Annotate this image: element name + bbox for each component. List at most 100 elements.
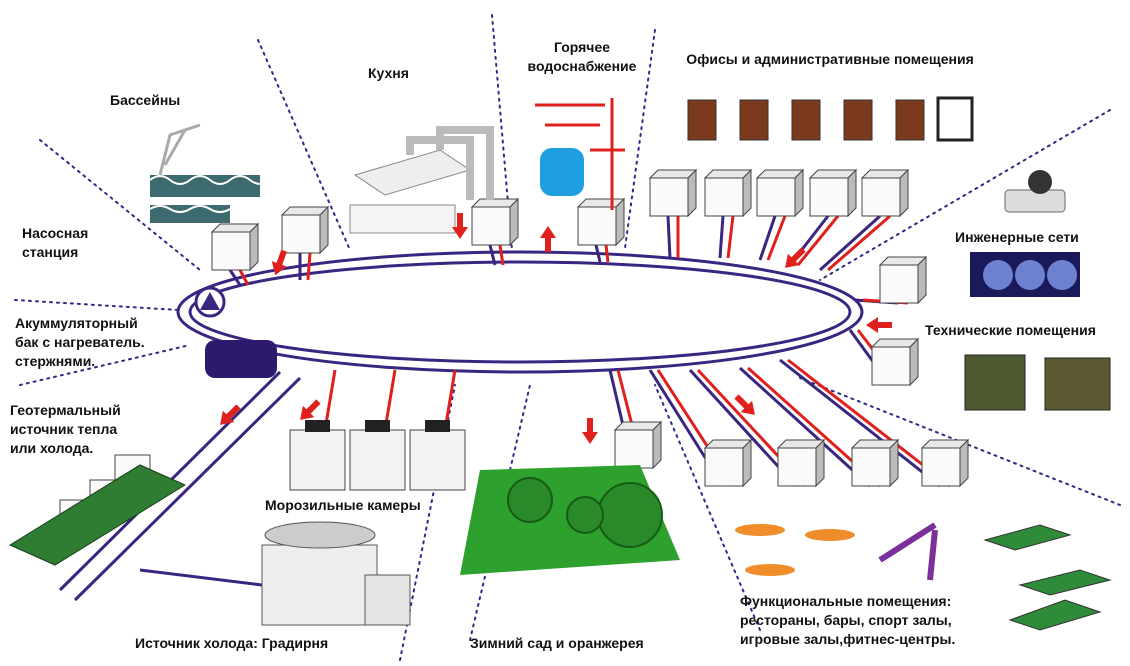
arrow — [300, 399, 321, 420]
unit — [614, 429, 654, 469]
unit — [471, 206, 511, 246]
label: Насосная — [22, 225, 88, 241]
door — [687, 99, 717, 141]
label: стержнями. — [15, 353, 95, 369]
accumulator-tank — [205, 340, 277, 378]
unit-side — [959, 438, 969, 488]
unit-side — [509, 197, 519, 247]
arrow — [785, 247, 806, 268]
pump — [194, 286, 226, 318]
unit — [871, 346, 911, 386]
pipe — [779, 358, 941, 488]
flow-arrows — [220, 213, 892, 444]
freezer-unit — [425, 420, 450, 432]
arrow — [866, 317, 892, 333]
unit — [756, 177, 796, 217]
door — [791, 99, 821, 141]
label: станция — [22, 244, 78, 260]
unit-side — [909, 337, 919, 387]
unit — [704, 447, 744, 487]
ring-main — [176, 250, 864, 374]
arrow — [220, 404, 241, 425]
pipe — [306, 252, 312, 281]
pipe — [718, 215, 725, 259]
unit-side — [847, 168, 857, 218]
door-glass — [936, 96, 974, 142]
unit — [861, 177, 901, 217]
label: источник тепла — [10, 421, 117, 437]
label: Источник холода: Градирня — [135, 635, 328, 651]
compressor — [1004, 170, 1066, 213]
label: Морозильные камеры — [265, 497, 421, 513]
pipe — [818, 214, 882, 272]
unit — [211, 231, 251, 271]
unit-side — [742, 168, 752, 218]
freezer — [289, 429, 346, 491]
arrow — [734, 394, 755, 415]
pipe — [604, 244, 610, 263]
label: Геотермальный — [10, 402, 121, 418]
label: рестораны, бары, спорт залы, — [740, 612, 952, 628]
pipe — [758, 215, 777, 261]
freezer-unit — [305, 420, 330, 432]
pipe — [498, 244, 505, 266]
unit — [577, 206, 617, 246]
door — [895, 99, 925, 141]
label: Инженерные сети — [955, 229, 1079, 245]
labels: Бассейны Кухня Горячее водоснабжение Офисы и… — [10, 39, 1096, 651]
door — [843, 99, 873, 141]
unit — [281, 214, 321, 254]
office-doors — [687, 96, 974, 142]
label: бак с нагреватель. — [15, 334, 145, 350]
unit — [851, 447, 891, 487]
pipe — [488, 244, 497, 266]
label: игровые залы,фитнес-центры. — [740, 631, 955, 647]
label: водоснабжение — [528, 58, 637, 74]
unit-side — [615, 197, 625, 247]
unit-side — [815, 438, 825, 488]
unit-side — [319, 205, 329, 255]
unit-side — [687, 168, 697, 218]
unit — [921, 447, 961, 487]
unit-side — [652, 420, 662, 470]
unit-side — [742, 438, 752, 488]
cooling-tower — [261, 521, 411, 626]
pipe — [766, 215, 787, 261]
unit-side — [899, 168, 909, 218]
freezer — [409, 429, 466, 491]
label: Кухня — [368, 65, 409, 81]
unit — [809, 177, 849, 217]
freezer — [349, 429, 406, 491]
pipe — [666, 215, 672, 259]
chiller — [970, 252, 1080, 297]
label: Функциональные помещения: — [740, 593, 951, 609]
pipe — [738, 366, 872, 488]
pipe — [827, 214, 891, 272]
unit-side — [889, 438, 899, 488]
pipe — [726, 215, 735, 259]
control-cabinets — [964, 354, 1111, 411]
label: Технические помещения — [925, 322, 1096, 338]
pipe — [594, 244, 602, 263]
unit — [704, 177, 744, 217]
unit — [777, 447, 817, 487]
label: Офисы и административные помещения — [686, 51, 974, 67]
arrow — [540, 226, 556, 252]
label: Зимний сад и оранжерея — [470, 635, 644, 651]
freezer-unit — [365, 420, 390, 432]
arrow — [582, 418, 598, 444]
door — [739, 99, 769, 141]
hot-water-tank — [535, 98, 625, 210]
unit-side — [794, 168, 804, 218]
unit-side — [249, 222, 259, 272]
kitchen-equipment — [349, 126, 494, 234]
geothermal-field — [8, 464, 187, 566]
tables — [735, 522, 1112, 631]
label: Горячее — [554, 39, 610, 55]
garden — [460, 465, 680, 575]
unit-side — [917, 255, 927, 305]
label: Акуммуляторный — [15, 315, 138, 331]
arrow — [271, 249, 287, 276]
unit — [879, 264, 919, 304]
